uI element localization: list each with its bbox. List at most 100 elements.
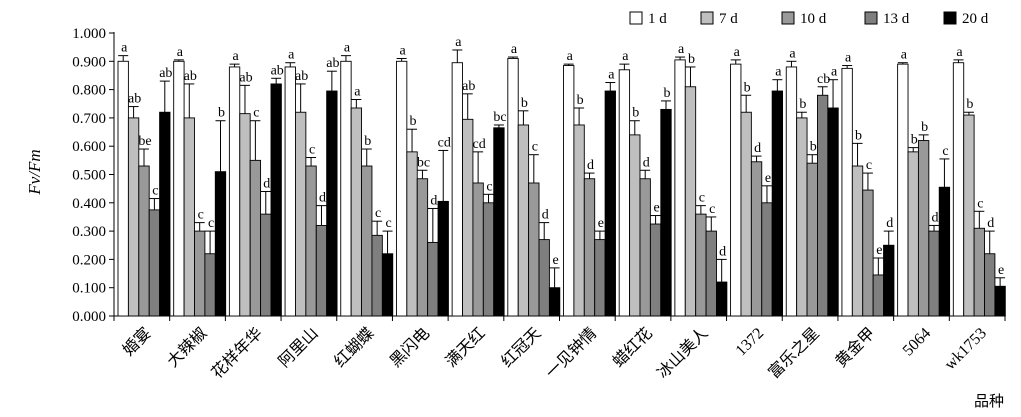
bar — [295, 111, 307, 317]
bar — [305, 165, 317, 317]
x-axis-label: 品种 — [974, 393, 1004, 410]
bar — [994, 285, 1006, 317]
significance-letter: d — [430, 193, 437, 208]
significance-letter: c — [977, 196, 983, 211]
bar — [705, 230, 717, 317]
bar — [785, 66, 798, 317]
axes-group: 0.000 0.100 0.200 0.300 0.400 0.500 0.600 0.700… — [72, 26, 1006, 325]
significance-letter: c — [699, 191, 705, 206]
bar — [761, 202, 773, 317]
significance-letter: e — [553, 253, 559, 268]
bar — [730, 63, 742, 317]
significance-letter: ab — [128, 92, 141, 107]
bar — [284, 66, 296, 317]
significance-letter: b — [921, 120, 928, 135]
bar — [371, 234, 383, 317]
significance-letter: e — [653, 201, 659, 216]
significance-letter: b — [218, 106, 225, 121]
legend-swatch — [943, 11, 957, 25]
bar — [872, 274, 884, 317]
bar — [462, 118, 474, 317]
bar — [594, 239, 606, 317]
y-tick-label: 0.700 — [72, 111, 106, 127]
bar — [817, 94, 829, 317]
legend-label: 10 d — [800, 11, 827, 27]
significance-letter: b — [632, 106, 639, 121]
legend-label: 7 d — [719, 11, 738, 27]
significance-letter: a — [608, 68, 615, 83]
bar — [350, 107, 362, 317]
bar — [695, 213, 707, 317]
significance-letter: a — [622, 49, 629, 64]
x-tick-label: 大辣椒 — [164, 324, 211, 371]
y-tick-label: 0.300 — [72, 224, 106, 240]
x-tick-label: 富乐之星 — [765, 324, 823, 382]
significance-letter: a — [400, 43, 407, 58]
bar — [771, 90, 784, 317]
bar — [138, 165, 150, 317]
significance-letter: b — [810, 140, 817, 155]
significance-letter: c — [942, 144, 948, 159]
significance-letter: c — [152, 184, 158, 199]
bar — [963, 114, 975, 317]
significance-letter: a — [901, 48, 908, 63]
bar — [660, 108, 672, 317]
significance-letter: c — [375, 206, 381, 221]
x-tick-label: 黑闪电 — [386, 324, 433, 371]
significance-letter: ab — [271, 63, 284, 78]
significance-letter: c — [385, 216, 391, 231]
bar — [827, 107, 839, 317]
bar — [716, 281, 728, 317]
legend-label: 1 d — [648, 11, 667, 27]
significance-letter: bc — [493, 110, 506, 125]
bar — [437, 200, 449, 317]
significance-letter: ab — [159, 66, 172, 81]
significance-letter: ab — [239, 70, 252, 85]
x-tick-label: 满天红 — [442, 324, 489, 371]
significance-letter: ab — [326, 56, 339, 71]
significance-letter: b — [799, 97, 806, 112]
bar — [127, 117, 140, 317]
x-tick-label: 红冠天 — [498, 324, 545, 371]
bar — [315, 224, 328, 317]
bar — [340, 60, 352, 317]
x-tick-label: 1372 — [733, 325, 768, 360]
significance-letter: bc — [417, 155, 430, 170]
bar — [618, 69, 631, 317]
y-tick-label: 0.800 — [72, 83, 106, 99]
significance-letter: c — [866, 158, 872, 173]
significance-letter: a — [121, 41, 128, 56]
significance-letter: a — [831, 65, 838, 80]
bar — [952, 62, 965, 317]
bar — [204, 253, 216, 317]
bar — [326, 90, 338, 317]
significance-letter: a — [288, 48, 295, 63]
y-axis-label: Fv/Fm — [25, 149, 44, 195]
legend-swatch — [700, 11, 714, 25]
x-tick-label: 蜡红花 — [609, 324, 656, 371]
bar — [984, 253, 996, 317]
significance-letter: d — [542, 208, 549, 223]
bar — [629, 134, 641, 317]
significance-letter: e — [998, 263, 1004, 278]
significance-letter: b — [364, 134, 371, 149]
significance-letter: cb — [817, 72, 830, 87]
significance-letter: b — [521, 96, 528, 111]
significance-letter: c — [208, 216, 214, 231]
bar — [194, 230, 206, 317]
bar — [416, 178, 429, 317]
significance-letter: a — [845, 51, 852, 66]
y-tick-label: 0.200 — [72, 252, 106, 268]
bar — [583, 178, 596, 317]
significance-letter: e — [876, 243, 882, 258]
bar — [851, 165, 864, 317]
bar — [148, 209, 161, 317]
y-tick-label: 0.900 — [72, 54, 106, 70]
bar — [973, 227, 985, 317]
significance-letter: c — [253, 106, 259, 121]
significance-letter: a — [232, 49, 239, 64]
bar — [674, 59, 686, 317]
significance-letter: a — [344, 41, 351, 56]
y-tick-label: 0.100 — [72, 281, 106, 297]
bar — [381, 253, 394, 317]
